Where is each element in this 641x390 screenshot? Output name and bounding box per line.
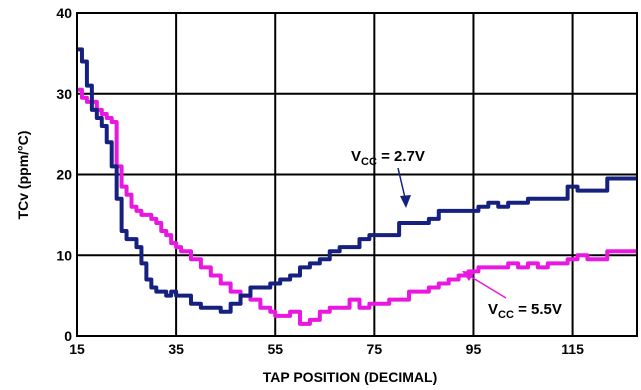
x-tick-label-3: 75	[367, 341, 383, 357]
x-tick-label-4: 95	[466, 341, 482, 357]
x-tick-label-5: 115	[561, 341, 584, 357]
x-tick-label-2: 55	[267, 341, 283, 357]
y-tick-label-2: 20	[56, 167, 72, 183]
annotation-vcc-2-7: VCC = 2.7V	[351, 148, 425, 168]
annotation-vcc-5-5-main: V	[488, 301, 498, 318]
x-axis-title: TAP POSITION (DECIMAL)	[263, 369, 437, 385]
annotation-arrowhead-2-7	[400, 195, 411, 208]
series-line-0	[77, 47, 637, 314]
annotation-vcc-5-5-sub: CC	[498, 309, 514, 321]
x-tick-labels: 15 35 55 75 95 115	[69, 341, 584, 357]
plot-frame	[76, 12, 638, 337]
y-tick-label-1: 10	[56, 247, 72, 263]
annotation-arrowhead-5-5	[462, 271, 475, 281]
y-tick-label-0: 0	[64, 328, 72, 344]
grid-lines	[77, 13, 637, 336]
y-axis-title: TCv (ppm/°C)	[15, 131, 31, 220]
annotation-vcc-2-7-main: V	[351, 148, 361, 165]
y-tick-label-3: 30	[56, 86, 72, 102]
annotation-vcc-2-7-sub: CC	[361, 156, 377, 168]
x-tick-label-0: 15	[69, 341, 85, 357]
series-layer	[77, 47, 637, 326]
series-line-1	[77, 87, 637, 326]
annotation-vcc-5-5-rest: = 5.5V	[514, 301, 562, 318]
annotation-vcc-5-5: VCC = 5.5V	[488, 301, 562, 321]
y-tick-label-4: 40	[56, 5, 72, 21]
y-tick-labels: 0 10 20 30 40	[56, 5, 72, 344]
annotation-vcc-2-7-rest: = 2.7V	[377, 148, 425, 165]
annotation-arrow-5-5	[467, 274, 507, 299]
x-tick-label-1: 35	[168, 341, 184, 357]
